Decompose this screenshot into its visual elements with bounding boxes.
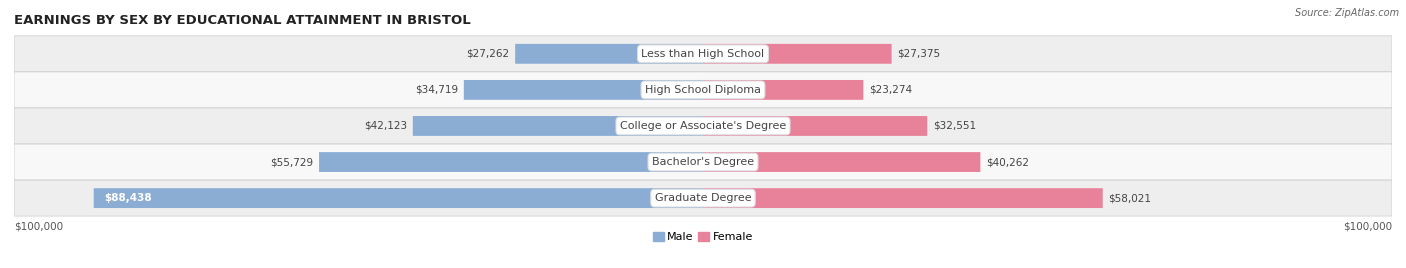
FancyBboxPatch shape <box>14 144 1392 180</box>
Text: $100,000: $100,000 <box>1343 222 1392 232</box>
Text: $40,262: $40,262 <box>986 157 1029 167</box>
Text: High School Diploma: High School Diploma <box>645 85 761 95</box>
FancyBboxPatch shape <box>464 80 703 100</box>
Text: Source: ZipAtlas.com: Source: ZipAtlas.com <box>1295 8 1399 18</box>
FancyBboxPatch shape <box>94 188 703 208</box>
FancyBboxPatch shape <box>14 108 1392 144</box>
Text: Graduate Degree: Graduate Degree <box>655 193 751 203</box>
Text: Less than High School: Less than High School <box>641 49 765 59</box>
FancyBboxPatch shape <box>703 80 863 100</box>
Text: $27,262: $27,262 <box>467 49 509 59</box>
Text: $32,551: $32,551 <box>932 121 976 131</box>
FancyBboxPatch shape <box>319 152 703 172</box>
FancyBboxPatch shape <box>14 72 1392 108</box>
Text: $34,719: $34,719 <box>415 85 458 95</box>
Text: $88,438: $88,438 <box>104 193 152 203</box>
FancyBboxPatch shape <box>14 36 1392 72</box>
Text: $27,375: $27,375 <box>897 49 941 59</box>
Text: Bachelor's Degree: Bachelor's Degree <box>652 157 754 167</box>
Text: $55,729: $55,729 <box>270 157 314 167</box>
FancyBboxPatch shape <box>14 180 1392 216</box>
Text: $58,021: $58,021 <box>1108 193 1152 203</box>
Text: $23,274: $23,274 <box>869 85 912 95</box>
FancyBboxPatch shape <box>703 188 1102 208</box>
Legend: Male, Female: Male, Female <box>652 232 754 242</box>
Text: $42,123: $42,123 <box>364 121 408 131</box>
FancyBboxPatch shape <box>413 116 703 136</box>
FancyBboxPatch shape <box>703 44 891 64</box>
FancyBboxPatch shape <box>703 116 927 136</box>
FancyBboxPatch shape <box>515 44 703 64</box>
Text: $100,000: $100,000 <box>14 222 63 232</box>
FancyBboxPatch shape <box>703 152 980 172</box>
Text: College or Associate's Degree: College or Associate's Degree <box>620 121 786 131</box>
Text: EARNINGS BY SEX BY EDUCATIONAL ATTAINMENT IN BRISTOL: EARNINGS BY SEX BY EDUCATIONAL ATTAINMEN… <box>14 14 471 27</box>
